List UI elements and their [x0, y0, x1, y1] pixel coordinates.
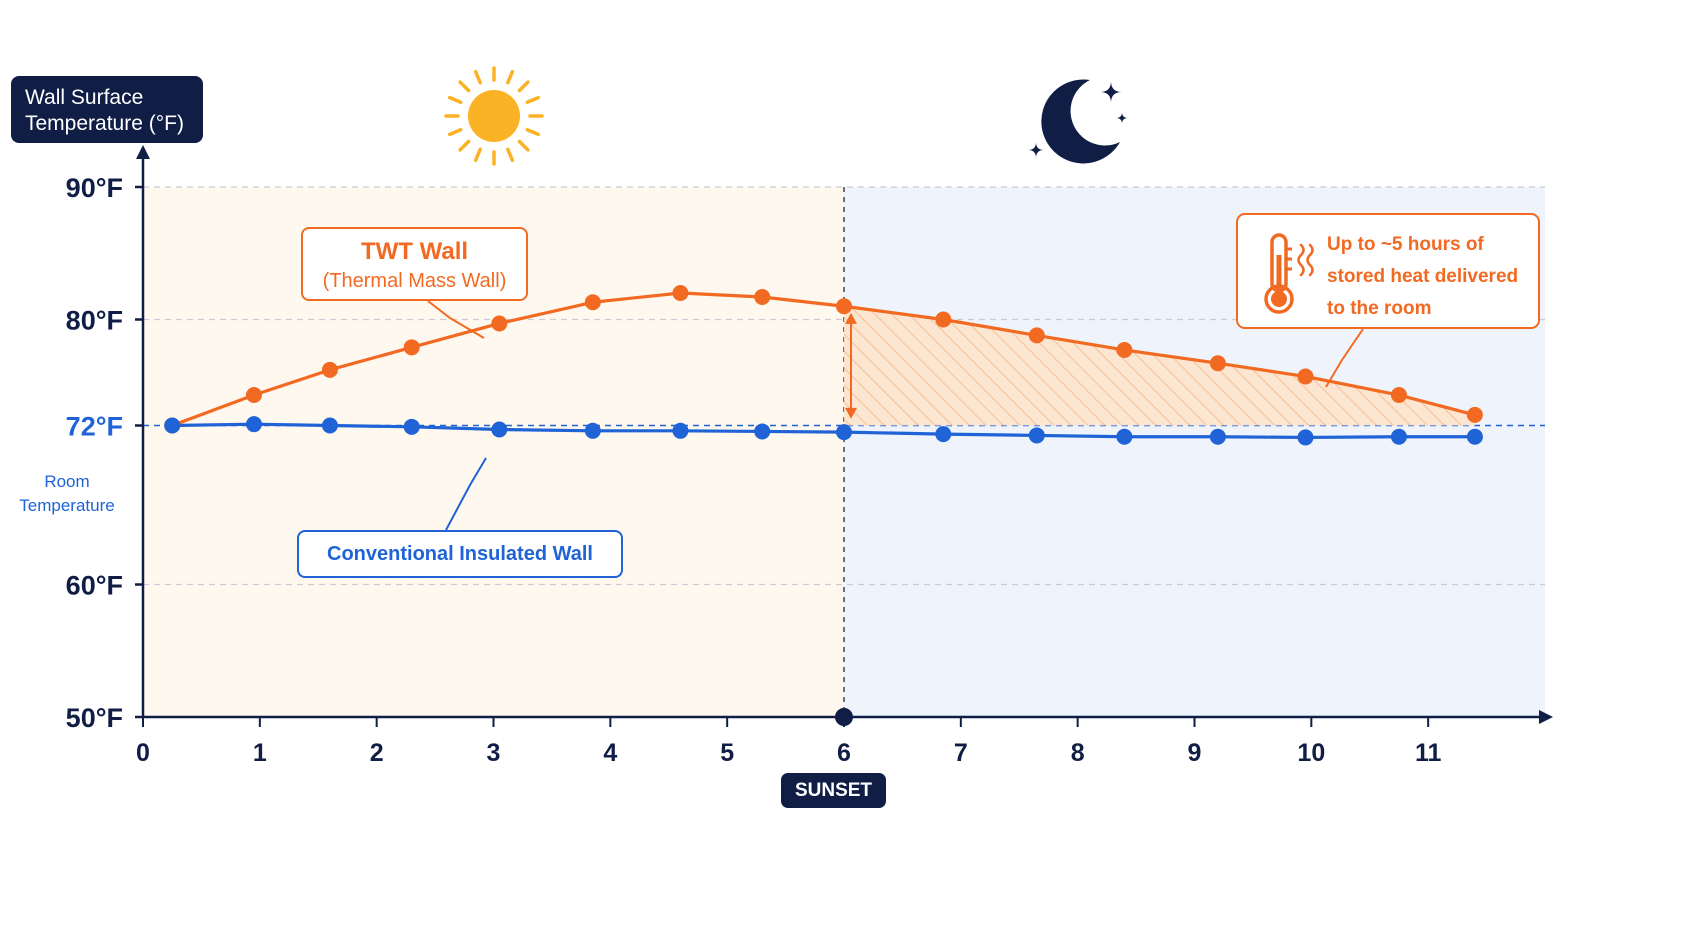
- y-axis-label-line-2: Temperature (°F): [25, 112, 184, 135]
- sun-icon-ray: [506, 69, 515, 85]
- sunset-label-text: SUNSET: [794, 779, 873, 801]
- y-axis-arrow: [136, 145, 150, 159]
- twt-wall-subtitle: (Thermal Mass Wall): [322, 270, 507, 292]
- star-icon: [1028, 142, 1044, 158]
- y-axis-label-line-1: Wall Surface: [25, 86, 144, 109]
- conventional-wall-point: [584, 422, 601, 439]
- twt-wall-point: [1028, 327, 1045, 344]
- sun-icon: [444, 66, 544, 166]
- conventional-wall-point: [1466, 428, 1483, 445]
- moon-icon-crescent: [1041, 79, 1120, 164]
- x-tick-label: 2: [370, 739, 384, 767]
- conventional-wall-callout: Conventional Insulated Wall: [297, 530, 623, 578]
- x-tick-label: 1: [253, 739, 267, 767]
- x-tick-label: 5: [720, 739, 734, 767]
- sun-icon-ray: [447, 128, 463, 137]
- moon-icon: [1028, 79, 1128, 164]
- thermometer-icon: [1264, 233, 1314, 314]
- conventional-wall-point: [754, 423, 771, 440]
- x-tick-label: 9: [1188, 739, 1202, 767]
- twt-wall-point: [584, 294, 601, 311]
- stored-heat-area: [844, 306, 1475, 426]
- x-tick-label: 10: [1297, 739, 1325, 767]
- x-tick-label: 6: [837, 739, 851, 767]
- x-tick-label: 4: [603, 739, 617, 767]
- conventional-wall-label: Conventional Insulated Wall: [327, 542, 593, 565]
- sun-icon-ray: [458, 80, 471, 93]
- sun-icon-ray: [447, 95, 463, 104]
- conventional-wall-point: [403, 418, 420, 435]
- sun-icon-ray: [517, 80, 530, 93]
- twt-wall-point: [754, 288, 771, 305]
- twt-wall-title: TWT Wall: [360, 238, 469, 265]
- sun-icon-ray: [506, 147, 515, 163]
- sun-icon-ray: [473, 69, 482, 85]
- conventional-wall-point: [164, 417, 181, 434]
- twt-wall-point: [1390, 387, 1407, 404]
- stored-heat-line-3: to the room: [1327, 298, 1432, 319]
- x-axis-arrow: [1539, 710, 1553, 724]
- twt-wall-line: [170, 291, 1477, 428]
- conventional-wall-point: [1390, 428, 1407, 445]
- x-tick-label: 8: [1071, 739, 1085, 767]
- x-tick-label: 3: [487, 739, 501, 767]
- room-temperature-label-line-1: Room: [44, 472, 90, 491]
- sun-icon-ray: [525, 95, 541, 104]
- conventional-wall-point: [1209, 428, 1226, 445]
- conventional-wall-point: [935, 426, 952, 443]
- x-tick-label: 7: [954, 739, 968, 767]
- y-tick-label: 60°F: [66, 571, 123, 601]
- conventional-wall-point: [1028, 427, 1045, 444]
- stored-heat-line-1: Up to ~5 hours of: [1327, 234, 1484, 255]
- sun-icon-ray: [458, 139, 471, 152]
- conventional-wall-point: [321, 417, 338, 434]
- heat-gap-arrow-head-up: [845, 312, 857, 324]
- sunset-marker: [835, 708, 853, 726]
- twt-wall-point: [672, 285, 689, 301]
- stored-heat-text: Up to ~5 hours of stored heat delivered …: [1327, 229, 1518, 325]
- room-temperature-label-line-2: Temperature: [19, 496, 115, 515]
- twt-wall-point: [1209, 355, 1226, 372]
- sun-icon-disc: [468, 90, 520, 142]
- twt-wall-point: [935, 311, 952, 328]
- stored-heat-callout: Up to ~5 hours of stored heat delivered …: [1236, 213, 1540, 329]
- y-tick-label: 72°F: [66, 412, 123, 442]
- twt-wall-point: [403, 339, 420, 356]
- y-tick-label: 90°F: [66, 173, 123, 203]
- x-tick-label: 0: [136, 739, 150, 767]
- conventional-wall-point: [836, 424, 852, 441]
- conventional-wall-line: [170, 422, 1477, 440]
- room-temperature-label: Room Temperature: [0, 470, 134, 518]
- y-tick-label: 80°F: [66, 306, 123, 336]
- conventional-wall-point: [1297, 429, 1314, 446]
- y-tick-label: 50°F: [66, 703, 123, 733]
- conventional-wall-point: [491, 421, 508, 438]
- twt-wall-point: [1297, 368, 1314, 385]
- star-icon: [1116, 112, 1128, 124]
- sun-icon-ray: [473, 147, 482, 163]
- star-icon: [1100, 81, 1122, 103]
- sun-icon-ray: [517, 139, 530, 152]
- sun-icon-ray: [525, 128, 541, 137]
- conventional-wall-point: [672, 422, 689, 439]
- conventional-wall-point: [245, 416, 262, 433]
- twt-wall-point: [836, 298, 852, 315]
- sunset-label: SUNSET: [781, 773, 886, 808]
- heat-gap-arrow-head-down: [845, 407, 857, 419]
- twt-wall-callout: TWT Wall (Thermal Mass Wall): [301, 227, 528, 301]
- conventional-wall-point: [1116, 428, 1133, 445]
- twt-wall-point: [245, 387, 262, 404]
- stored-heat-leader-line: [1325, 328, 1364, 388]
- conventional-leader-line: [445, 457, 487, 531]
- twt-leader-line: [427, 300, 485, 339]
- x-tick-label: 11: [1415, 739, 1442, 767]
- stored-heat-line-2: stored heat delivered: [1327, 266, 1519, 287]
- twt-wall-point: [491, 315, 508, 332]
- twt-wall-point: [321, 361, 338, 378]
- y-axis-label: Wall Surface Temperature (°F): [11, 76, 203, 143]
- twt-wall-point: [1466, 406, 1483, 423]
- twt-wall-point: [1116, 341, 1133, 358]
